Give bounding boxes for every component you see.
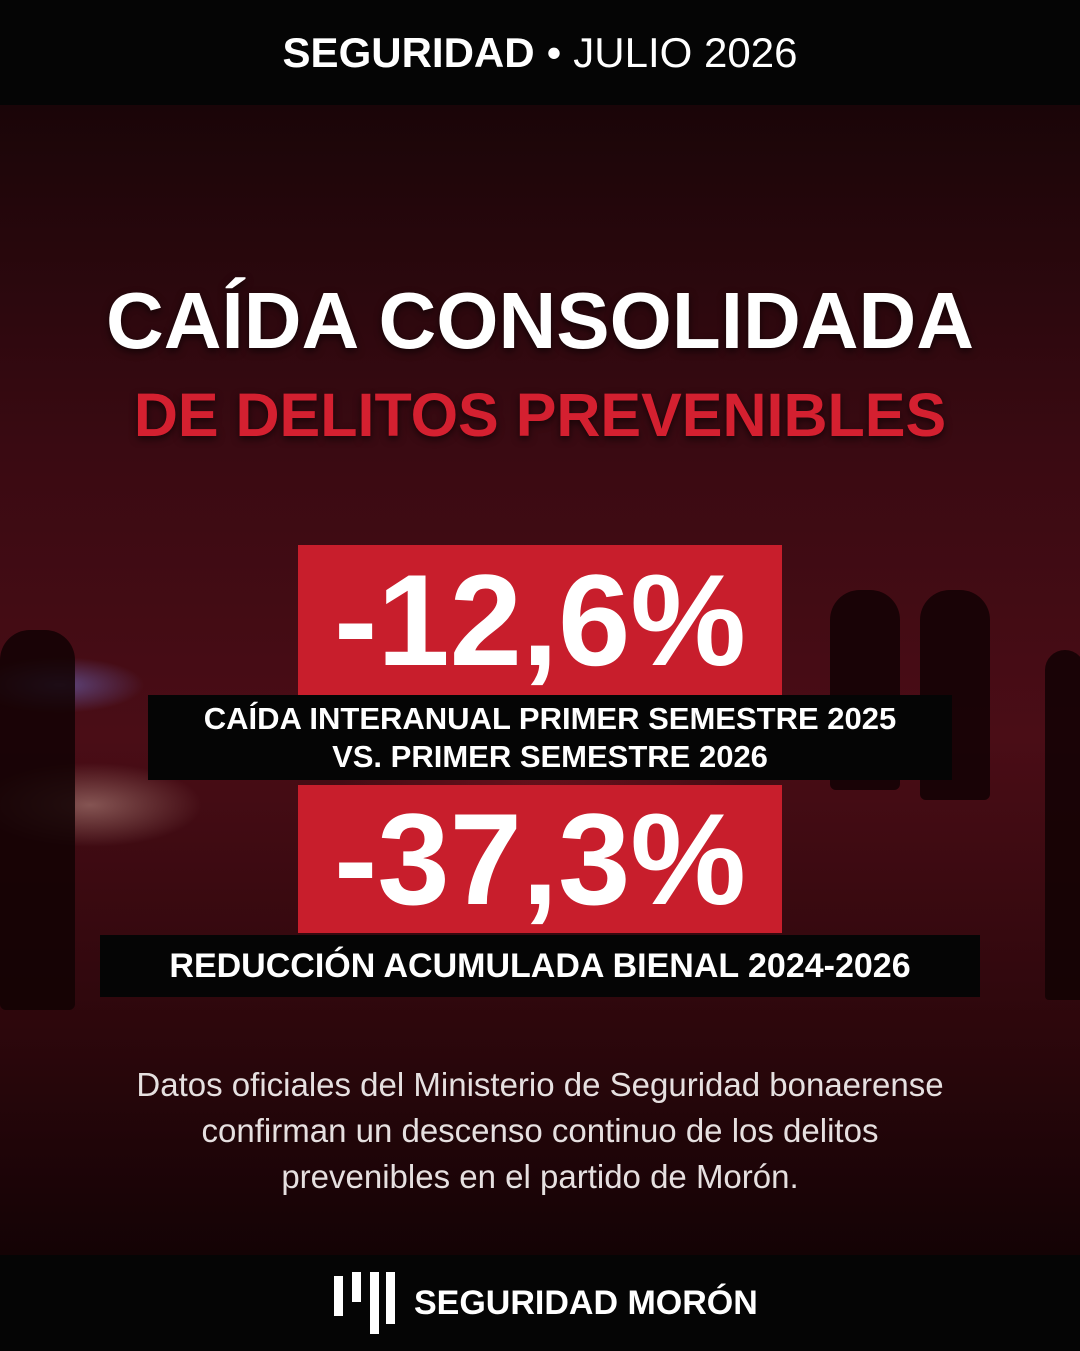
stat-label-line: VS. PRIMER SEMESTRE 2026	[332, 738, 768, 774]
header-section: SEGURIDAD	[282, 28, 535, 76]
stat-label-line: REDUCCIÓN ACUMULADA BIENAL 2024-2026	[169, 946, 911, 985]
header-separator: •	[546, 28, 562, 76]
stat-label-line: CAÍDA INTERANUAL PRIMER SEMESTRE 2025	[203, 701, 897, 737]
description: Datos oficiales del Ministerio de Seguri…	[0, 1062, 1080, 1200]
header-date: JULIO 2026	[573, 28, 798, 76]
description-line: Datos oficiales del Ministerio de Seguri…	[136, 1066, 944, 1103]
stat-label: REDUCCIÓN ACUMULADA BIENAL 2024-2026	[100, 935, 980, 997]
stat-value: -37,3%	[298, 785, 782, 933]
footer-bar	[0, 1255, 1080, 1351]
description-line: prevenibles en el partido de Morón.	[281, 1158, 799, 1195]
stat-value: -12,6%	[298, 545, 782, 695]
description-line: confirman un descenso continuo de los de…	[201, 1112, 879, 1149]
brand-name: SEGURIDAD MORÓN	[414, 1284, 758, 1322]
title-line: CAÍDA CONSOLIDADA	[105, 276, 975, 365]
officer-silhouette	[1045, 650, 1080, 1000]
stat-label: CAÍDA INTERANUAL PRIMER SEMESTRE 2025 VS…	[148, 695, 952, 780]
officer-silhouette	[0, 630, 75, 1010]
brand-logo	[334, 1272, 395, 1334]
title-line: DE DELITOS PREVENIBLES	[133, 381, 947, 449]
header-bar: SEGURIDAD • JULIO 2026	[0, 0, 1080, 105]
